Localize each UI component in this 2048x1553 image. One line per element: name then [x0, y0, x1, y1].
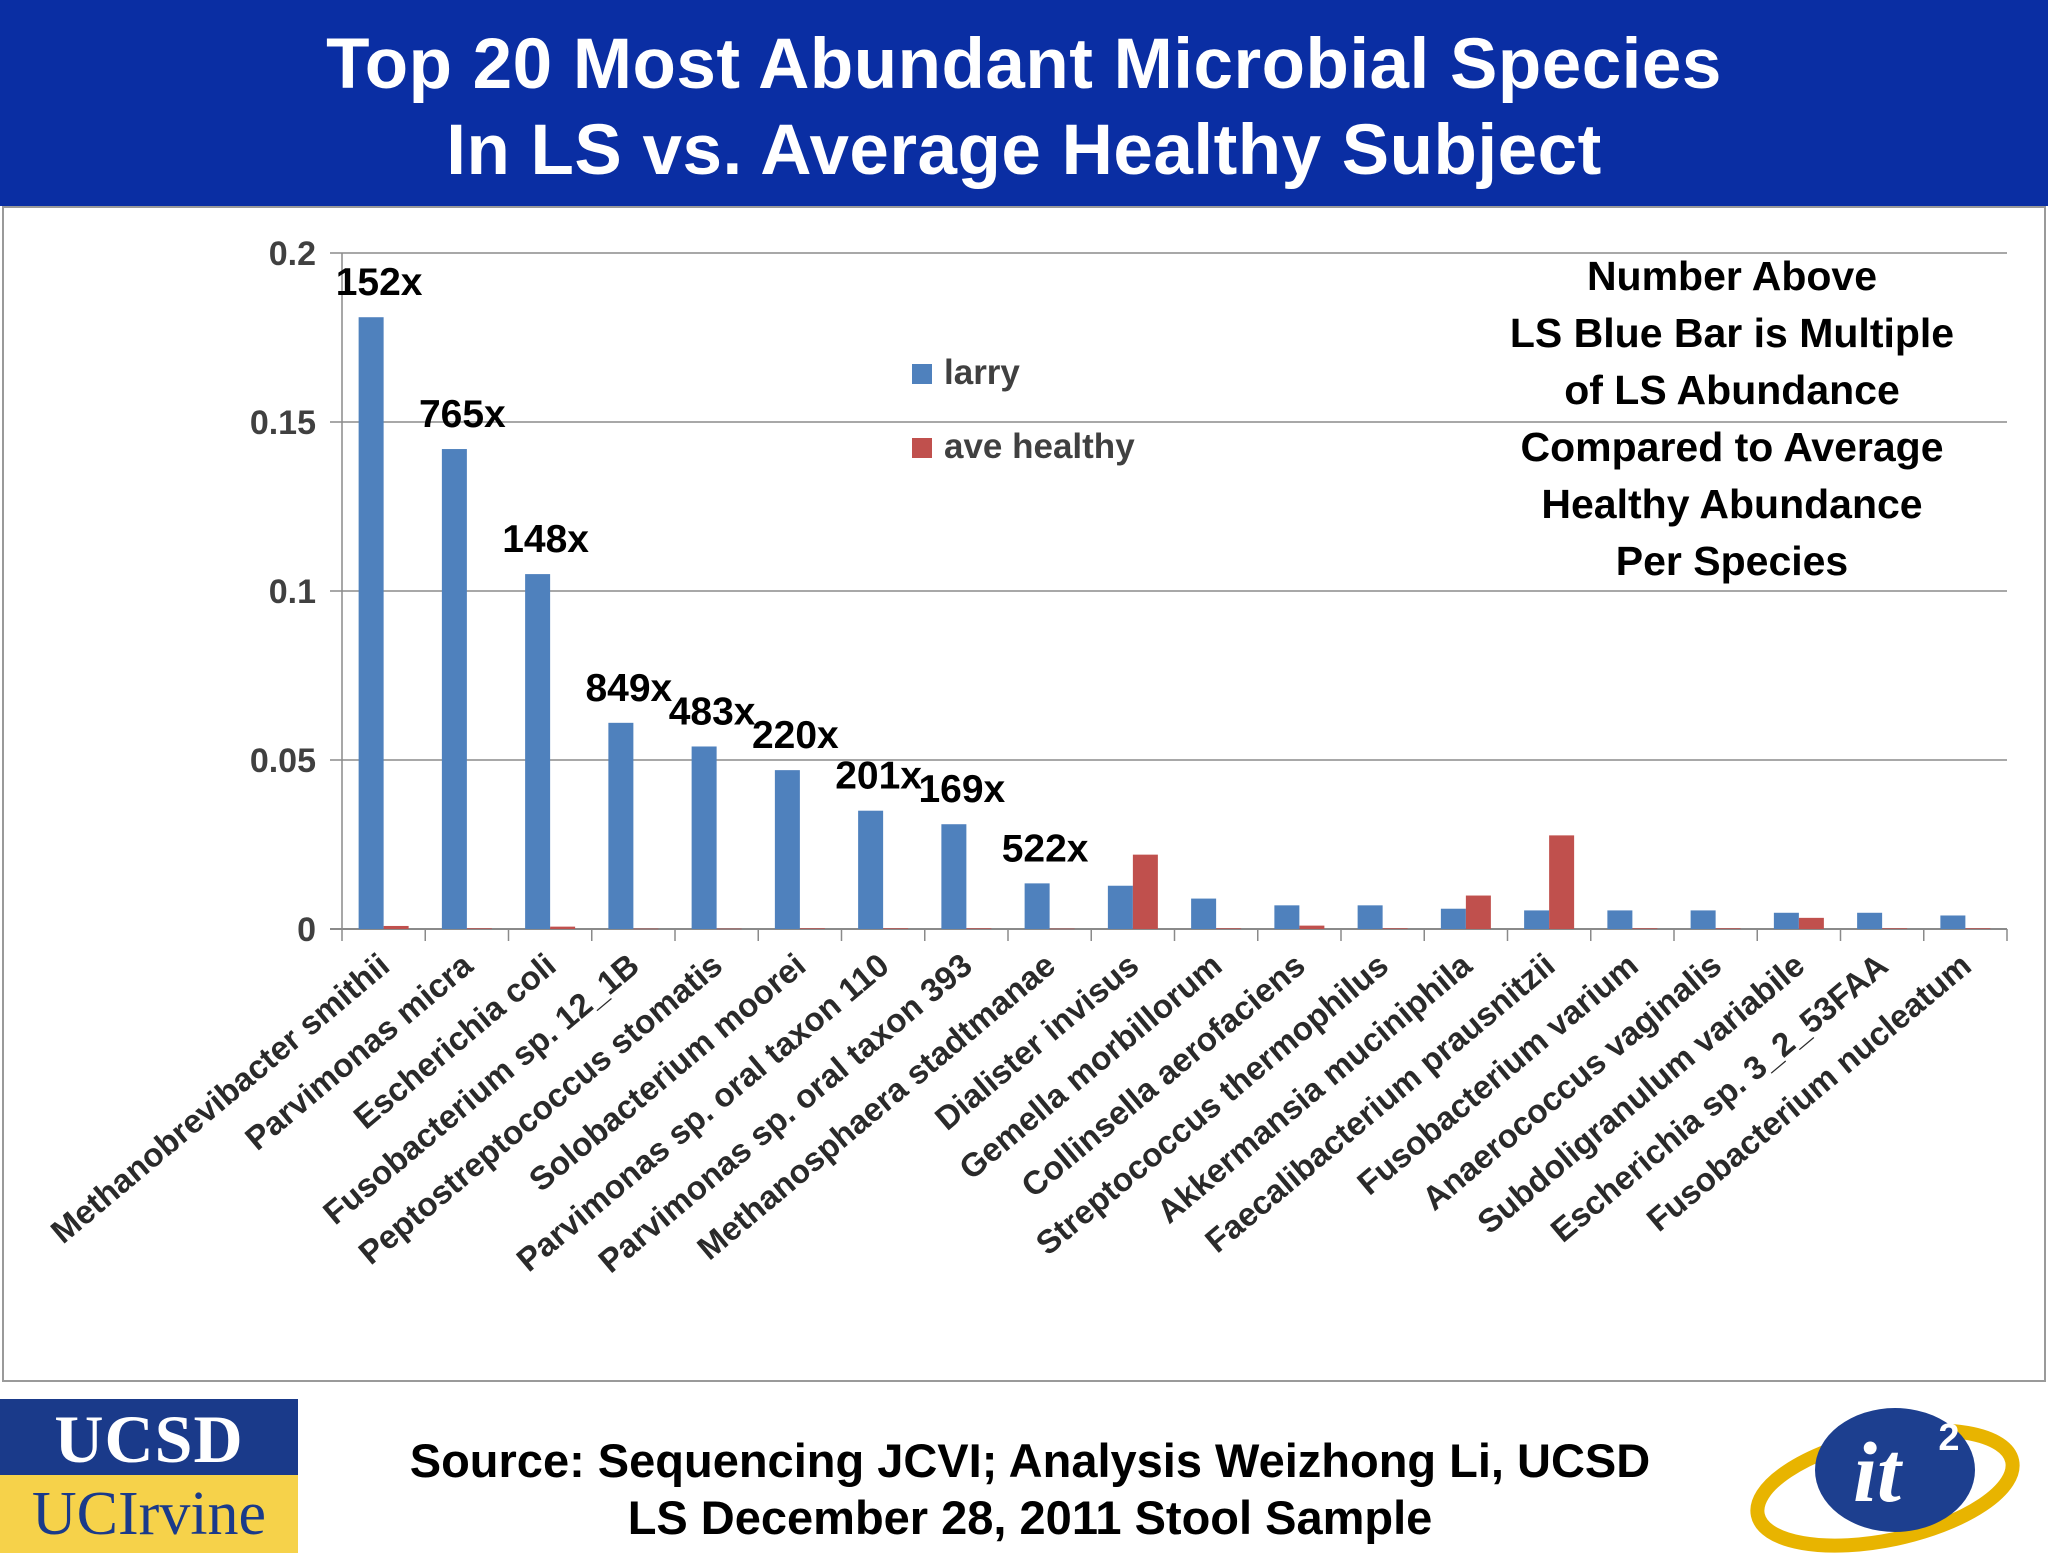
ucirvine-logo-text: UCIrvine [0, 1475, 298, 1553]
y-tick-label: 0.1 [269, 573, 316, 611]
annotation-line: LS Blue Bar is Multiple [1510, 310, 1954, 356]
bar-ave-healthy [1715, 928, 1741, 929]
page-subtitle: In LS vs. Average Healthy Subject [446, 111, 1602, 190]
annotation-line: Compared to Average [1520, 424, 1943, 470]
annotation-line: Number Above [1587, 253, 1877, 299]
multiplier-label: 483x [669, 690, 756, 733]
page-title: Top 20 Most Abundant Microbial Species [326, 25, 1722, 104]
bar-larry [1107, 885, 1133, 929]
y-tick-label: 0.15 [250, 404, 316, 442]
bar-larry [441, 449, 467, 929]
annotation-line: Healthy Abundance [1541, 481, 1922, 527]
bar-ave-healthy [1382, 928, 1408, 929]
annotation-line: Per Species [1616, 538, 1849, 584]
bar-larry [525, 574, 551, 929]
bar-ave-healthy [1299, 925, 1325, 929]
ucsd-logo-text: UCSD [0, 1399, 298, 1477]
bar-ave-healthy [1549, 835, 1575, 929]
legend-label-larry: larry [944, 353, 1020, 392]
bar-larry [1357, 905, 1383, 929]
bar-larry [608, 722, 634, 929]
bar-larry [1024, 883, 1050, 929]
bar-ave-healthy [883, 928, 909, 929]
bar-ave-healthy [1216, 928, 1242, 929]
y-tick-label: 0 [297, 911, 316, 949]
bar-larry [691, 746, 717, 929]
title-band: Top 20 Most Abundant Microbial Species I… [0, 0, 2048, 206]
bar-larry [1857, 912, 1883, 929]
it2-logo-badge [1815, 1408, 1975, 1532]
chart-frame: 0 0.05 0.1 0.15 0.2 Methanobrevibacter smithi… [2, 206, 2046, 1382]
multiplier-label: 522x [1002, 827, 1089, 870]
ucsd-ucirvine-logo: UCSD UCIrvine [0, 1399, 298, 1553]
bar-ave-healthy [966, 928, 992, 929]
bar-ave-healthy [633, 928, 659, 930]
bar-larry [1440, 908, 1466, 929]
multiplier-label: 152x [336, 261, 423, 304]
legend-swatch-ave-healthy [912, 438, 932, 458]
bar-larry [858, 810, 884, 929]
bar-ave-healthy [1632, 928, 1658, 929]
bar-larry [1607, 910, 1633, 929]
source-line-1: Source: Sequencing JCVI; Analysis Weizho… [409, 1434, 1651, 1487]
multiplier-label: 220x [752, 714, 839, 757]
bar-larry [941, 824, 967, 929]
bar-ave-healthy [716, 928, 742, 930]
it2-logo-superscript: 2 [1938, 1417, 1959, 1459]
it2-logo-text: it [1853, 1424, 1904, 1520]
y-tick-label: 0.05 [250, 742, 316, 780]
bar-ave-healthy [1049, 928, 1075, 930]
bar-ave-healthy [383, 925, 409, 929]
bar-ave-healthy [550, 926, 576, 929]
legend-label-ave-healthy: ave healthy [944, 427, 1135, 466]
bar-ave-healthy [1882, 928, 1908, 929]
bar-larry [1690, 910, 1716, 929]
source-note: Source: Sequencing JCVI; Analysis Weizho… [330, 1432, 1730, 1546]
bar-larry [1274, 905, 1300, 929]
y-tick-label: 0.2 [269, 235, 316, 273]
multiplier-label: 765x [419, 393, 506, 436]
source-line-2: LS December 28, 2011 Stool Sample [627, 1491, 1433, 1544]
it2-logo: it 2 [1750, 1408, 2020, 1553]
bar-larry [1524, 910, 1550, 929]
multiplier-label: 169x [918, 768, 1005, 811]
bar-ave-healthy [1798, 917, 1824, 929]
bar-ave-healthy [799, 928, 825, 929]
annotation-line: of LS Abundance [1564, 367, 1900, 413]
bar-ave-healthy [466, 928, 492, 929]
bar-larry [1940, 915, 1966, 929]
bar-ave-healthy [1132, 854, 1158, 929]
bar-larry [1191, 898, 1217, 929]
bar-larry [358, 317, 384, 930]
bar-larry [774, 770, 800, 929]
multiplier-label: 148x [502, 518, 589, 561]
legend-swatch-larry [912, 364, 932, 384]
multiplier-label: 201x [835, 755, 922, 798]
bar-larry [1773, 912, 1799, 929]
multiplier-label: 849x [585, 667, 672, 710]
bar-ave-healthy [1465, 895, 1491, 929]
bar-ave-healthy [1965, 928, 1991, 929]
